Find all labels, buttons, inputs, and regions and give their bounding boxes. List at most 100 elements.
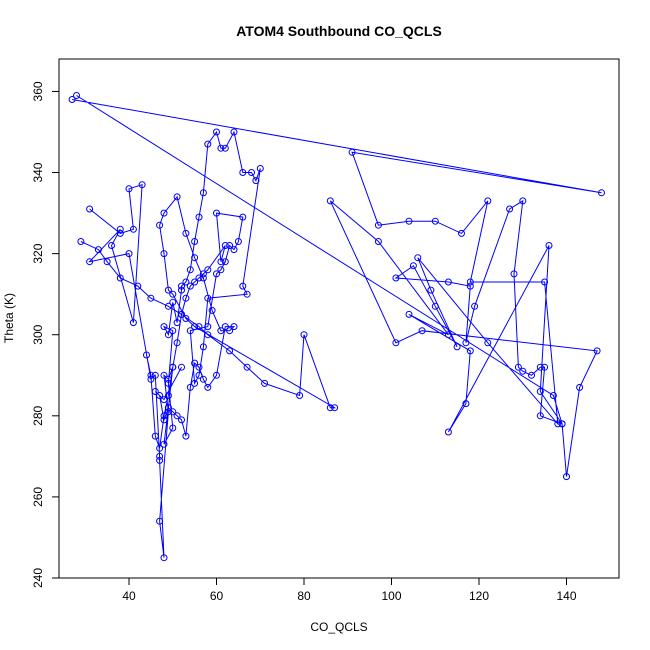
data-point xyxy=(169,424,177,432)
data-point xyxy=(431,302,439,310)
data-point xyxy=(191,323,199,331)
y-tick-label: 300 xyxy=(31,324,45,344)
data-point xyxy=(160,323,168,331)
data-point xyxy=(576,383,584,391)
data-point xyxy=(230,128,238,136)
data-point xyxy=(164,286,172,294)
data-point xyxy=(164,404,172,412)
data-point xyxy=(261,379,269,387)
data-point xyxy=(160,371,168,379)
data-point xyxy=(213,209,220,217)
data-point xyxy=(374,238,382,245)
x-tick-label: 40 xyxy=(122,589,136,603)
data-point xyxy=(541,278,549,286)
data-point xyxy=(453,343,461,351)
data-point xyxy=(129,225,137,233)
data-point xyxy=(173,412,181,420)
data-point xyxy=(199,375,207,383)
data-point xyxy=(116,274,124,282)
data-point xyxy=(484,339,492,347)
data-point xyxy=(178,363,185,371)
data-point xyxy=(466,278,474,286)
data-point xyxy=(151,432,159,440)
data-point xyxy=(182,229,190,237)
y-axis-label: Theta (K) xyxy=(2,293,16,343)
data-point xyxy=(519,367,527,375)
data-point xyxy=(466,282,474,290)
data-point xyxy=(173,319,181,327)
data-point xyxy=(326,404,334,412)
data-point xyxy=(151,388,159,395)
data-point xyxy=(116,225,124,233)
data-point xyxy=(217,144,225,152)
data-point xyxy=(239,213,247,221)
data-point xyxy=(462,400,470,408)
data-point xyxy=(230,323,238,331)
data-point xyxy=(164,375,172,383)
data-point xyxy=(593,347,601,355)
data-point xyxy=(178,282,185,290)
data-point xyxy=(103,258,111,266)
data-point xyxy=(554,420,562,428)
data-point xyxy=(213,128,220,136)
data-point xyxy=(191,254,199,262)
data-point xyxy=(143,351,150,359)
data-point xyxy=(156,444,164,452)
y-tick-label: 340 xyxy=(31,162,45,182)
data-point xyxy=(252,177,260,185)
data-point xyxy=(374,221,382,229)
data-point xyxy=(86,258,94,266)
data-point xyxy=(234,238,242,245)
data-point xyxy=(545,242,553,249)
data-point xyxy=(226,327,234,335)
data-point xyxy=(208,306,216,314)
data-point xyxy=(195,213,203,221)
data-point xyxy=(186,383,194,391)
data-point xyxy=(160,440,168,448)
data-point xyxy=(68,96,76,103)
data-point xyxy=(541,363,549,371)
series-lines xyxy=(72,95,602,558)
data-point xyxy=(256,165,264,172)
x-tick-label: 60 xyxy=(210,589,224,603)
data-point xyxy=(528,371,535,379)
data-point xyxy=(221,258,229,266)
y-axis: 240 260 280 300 320 340 360 xyxy=(31,81,59,588)
data-point xyxy=(204,294,212,302)
data-point xyxy=(409,262,417,270)
data-point xyxy=(178,416,185,424)
x-axis: 40 60 80 100 120 140 xyxy=(122,578,577,603)
series-line-3 xyxy=(80,195,337,437)
data-point xyxy=(444,331,452,339)
data-point xyxy=(444,428,452,436)
data-point xyxy=(598,189,605,197)
data-point xyxy=(169,290,177,298)
data-point xyxy=(160,209,168,217)
data-point xyxy=(348,148,356,156)
data-point xyxy=(300,331,308,339)
data-point xyxy=(186,327,194,335)
data-point xyxy=(226,347,234,355)
data-point xyxy=(156,392,164,399)
data-point xyxy=(156,456,164,464)
data-point xyxy=(243,290,251,298)
data-point xyxy=(125,185,133,193)
data-point xyxy=(169,408,177,416)
data-point xyxy=(199,343,207,351)
x-axis-label: CO_QCLS xyxy=(310,620,367,634)
data-point xyxy=(519,197,527,205)
data-point xyxy=(248,169,255,176)
data-point xyxy=(217,327,225,335)
data-point xyxy=(204,331,212,339)
data-point xyxy=(243,363,251,371)
data-point xyxy=(147,371,155,379)
y-tick-label: 280 xyxy=(31,405,45,425)
data-point xyxy=(151,371,159,379)
data-point xyxy=(191,238,199,245)
data-point xyxy=(169,327,177,335)
data-point xyxy=(160,412,168,420)
data-point xyxy=(164,302,172,310)
data-point xyxy=(431,217,439,225)
data-point xyxy=(86,205,94,213)
